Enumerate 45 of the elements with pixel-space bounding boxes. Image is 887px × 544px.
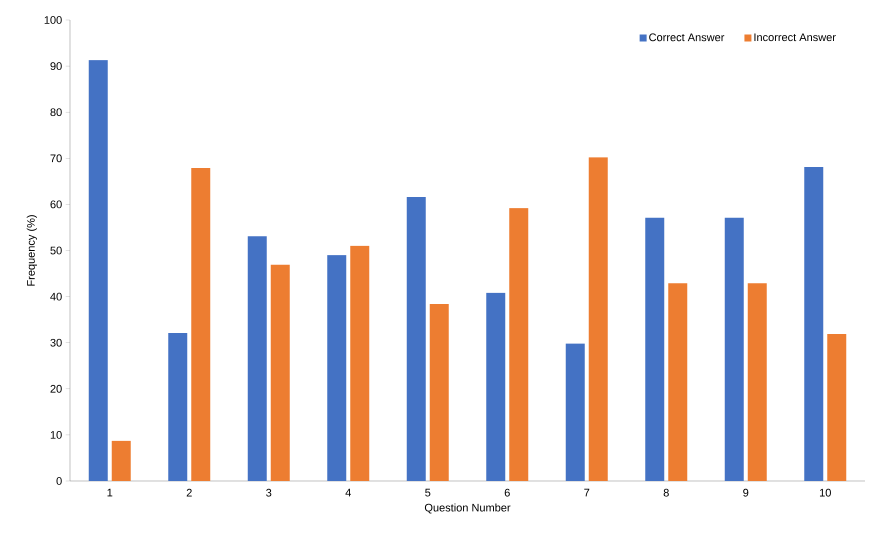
x-tick-label: 2 [186, 488, 192, 496]
y-tick-label: 70 [50, 154, 62, 162]
bar [804, 167, 824, 481]
bar [248, 236, 267, 481]
y-tick-label: 90 [50, 62, 62, 70]
legend-label: Incorrect Answer [754, 33, 836, 42]
x-tick-label: 6 [504, 488, 510, 497]
bar [588, 157, 608, 481]
bar [724, 218, 744, 481]
y-tick-label: 80 [50, 108, 62, 116]
bar [509, 208, 528, 481]
bar [566, 344, 585, 481]
x-tick-label: 9 [743, 488, 748, 497]
bar [645, 218, 664, 481]
y-tick-label: 0 [56, 477, 62, 485]
y-axis-title: Frequency (%) [26, 215, 37, 286]
x-tick-label: 8 [664, 488, 669, 497]
bar [827, 334, 846, 481]
y-tick-label: 100 [44, 16, 62, 24]
bar [112, 440, 131, 481]
bar [350, 246, 370, 481]
legend-label: Correct Answer [649, 33, 724, 42]
bar [168, 333, 188, 481]
x-tick-label: 5 [425, 488, 430, 496]
x-tick-label: 10 [820, 488, 831, 497]
bar [668, 283, 688, 481]
x-tick-label: 4 [345, 488, 351, 496]
y-tick-label: 30 [50, 338, 62, 347]
bar [191, 168, 210, 481]
bar [327, 255, 346, 481]
x-axis-title: Question Number [424, 503, 510, 514]
y-tick-label: 10 [50, 431, 62, 439]
bar [406, 197, 426, 481]
bar [486, 292, 506, 481]
x-tick-label: 7 [584, 488, 590, 496]
x-tick-label: 1 [108, 488, 112, 496]
bar [748, 283, 767, 481]
y-tick-label: 50 [50, 246, 62, 254]
bar [430, 304, 449, 481]
y-tick-label: 40 [50, 292, 62, 300]
y-tick-label: 20 [50, 384, 62, 393]
bar [88, 60, 108, 481]
y-tick-label: 60 [50, 200, 62, 208]
bar [270, 264, 290, 481]
x-tick-label: 3 [266, 488, 272, 497]
